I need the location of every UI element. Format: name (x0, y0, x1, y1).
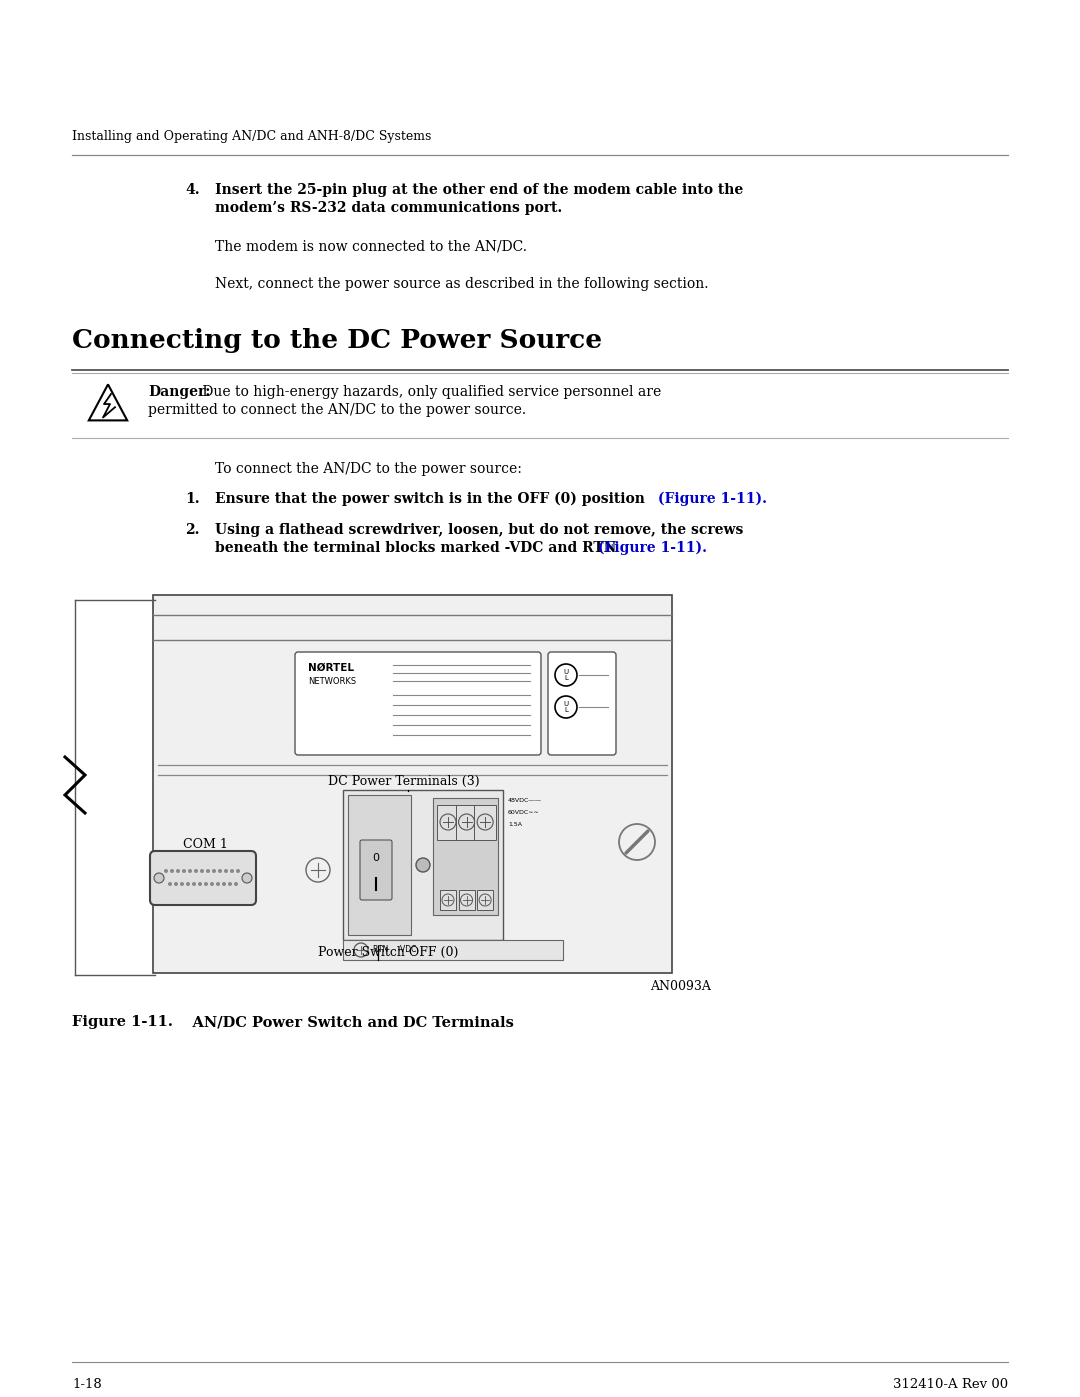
Circle shape (186, 882, 190, 886)
Text: 48VDC――: 48VDC―― (508, 798, 542, 803)
Text: (Figure 1-11).: (Figure 1-11). (658, 492, 767, 506)
Text: NETWORKS: NETWORKS (308, 678, 356, 686)
Text: 312410-A Rev 00: 312410-A Rev 00 (893, 1377, 1008, 1391)
Circle shape (416, 858, 430, 872)
Circle shape (234, 882, 238, 886)
FancyBboxPatch shape (456, 805, 477, 840)
Circle shape (242, 873, 252, 883)
Text: modem’s RS-232 data communications port.: modem’s RS-232 data communications port. (215, 201, 563, 215)
Circle shape (180, 882, 184, 886)
Text: 1-18: 1-18 (72, 1377, 102, 1391)
Circle shape (188, 869, 192, 873)
FancyBboxPatch shape (150, 851, 256, 905)
Text: Insert the 25-pin plug at the other end of the modem cable into the: Insert the 25-pin plug at the other end … (215, 183, 743, 197)
Circle shape (170, 869, 174, 873)
Text: Due to high-energy hazards, only qualified service personnel are: Due to high-energy hazards, only qualifi… (198, 386, 661, 400)
Bar (440, 890, 456, 909)
Circle shape (216, 882, 220, 886)
FancyBboxPatch shape (548, 652, 616, 754)
Circle shape (237, 869, 240, 873)
Text: 1.5A: 1.5A (508, 821, 522, 827)
FancyBboxPatch shape (474, 805, 496, 840)
Circle shape (210, 882, 214, 886)
Text: RTN    -VDC: RTN -VDC (373, 946, 417, 954)
Text: 1.: 1. (185, 492, 200, 506)
Bar (433, 798, 498, 915)
Text: Power Switch OFF (0): Power Switch OFF (0) (318, 946, 458, 958)
Bar (343, 940, 563, 960)
Circle shape (176, 869, 180, 873)
Circle shape (230, 869, 234, 873)
Bar (477, 890, 494, 909)
Circle shape (212, 869, 216, 873)
Bar (153, 595, 672, 972)
Circle shape (204, 882, 208, 886)
Bar (348, 795, 411, 935)
Text: To connect the AN/DC to the power source:: To connect the AN/DC to the power source… (215, 462, 522, 476)
Text: COM 1: COM 1 (183, 838, 228, 851)
Text: NØRTEL: NØRTEL (308, 664, 354, 673)
FancyBboxPatch shape (360, 840, 392, 900)
Circle shape (218, 869, 222, 873)
Text: Next, connect the power source as described in the following section.: Next, connect the power source as descri… (215, 277, 708, 291)
Text: 0: 0 (373, 854, 379, 863)
Circle shape (174, 882, 178, 886)
Circle shape (154, 873, 164, 883)
Text: Ensure that the power switch is in the OFF (0) position: Ensure that the power switch is in the O… (215, 492, 650, 506)
Text: 60VDC∼∼: 60VDC∼∼ (508, 810, 540, 814)
Text: 4.: 4. (185, 183, 200, 197)
Circle shape (168, 882, 172, 886)
Circle shape (192, 882, 195, 886)
Circle shape (222, 882, 226, 886)
Text: AN/DC Power Switch and DC Terminals: AN/DC Power Switch and DC Terminals (172, 1016, 514, 1030)
Circle shape (206, 869, 210, 873)
Text: (Figure 1-11).: (Figure 1-11). (598, 541, 707, 556)
Circle shape (164, 869, 168, 873)
Text: Figure 1-11.: Figure 1-11. (72, 1016, 173, 1030)
Text: 2.: 2. (185, 522, 200, 536)
FancyBboxPatch shape (437, 805, 459, 840)
Text: The modem is now connected to the AN/DC.: The modem is now connected to the AN/DC. (215, 240, 527, 254)
Circle shape (200, 869, 204, 873)
Circle shape (198, 882, 202, 886)
FancyBboxPatch shape (295, 652, 541, 754)
Text: beneath the terminal blocks marked -VDC and RTN: beneath the terminal blocks marked -VDC … (215, 541, 621, 555)
Text: Installing and Operating AN/DC and ANH-8/DC Systems: Installing and Operating AN/DC and ANH-8… (72, 130, 431, 142)
Bar (343, 789, 503, 940)
Text: U
L: U L (564, 701, 568, 712)
Circle shape (228, 882, 232, 886)
Text: Danger:: Danger: (148, 386, 211, 400)
Circle shape (194, 869, 198, 873)
Text: DC Power Terminals (3): DC Power Terminals (3) (328, 775, 480, 788)
Text: permitted to connect the AN/DC to the power source.: permitted to connect the AN/DC to the po… (148, 402, 526, 416)
Text: U
L: U L (564, 669, 568, 680)
Text: Using a flathead screwdriver, loosen, but do not remove, the screws: Using a flathead screwdriver, loosen, bu… (215, 522, 743, 536)
Text: Connecting to the DC Power Source: Connecting to the DC Power Source (72, 328, 603, 353)
Text: AN0093A: AN0093A (650, 981, 711, 993)
Bar (459, 890, 474, 909)
Circle shape (224, 869, 228, 873)
Circle shape (183, 869, 186, 873)
